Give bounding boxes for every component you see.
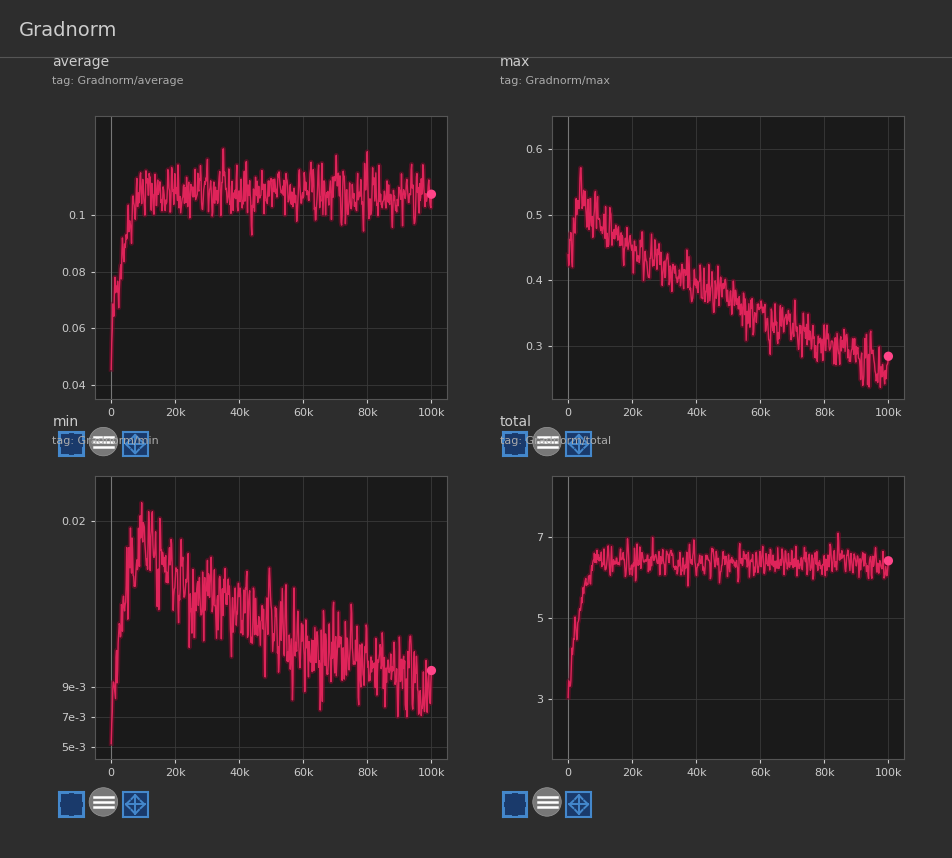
- Text: average: average: [52, 55, 109, 69]
- Text: max: max: [500, 55, 530, 69]
- Text: tag: Gradnorm/total: tag: Gradnorm/total: [500, 436, 611, 446]
- Text: tag: Gradnorm/min: tag: Gradnorm/min: [52, 436, 159, 446]
- Point: [424, 663, 439, 677]
- Text: tag: Gradnorm/average: tag: Gradnorm/average: [52, 76, 184, 86]
- Text: Gradnorm: Gradnorm: [19, 21, 117, 40]
- Text: min: min: [52, 415, 78, 429]
- Circle shape: [89, 788, 118, 816]
- Text: total: total: [500, 415, 532, 429]
- Point: [881, 554, 896, 568]
- Circle shape: [533, 427, 562, 456]
- Point: [424, 187, 439, 201]
- Circle shape: [533, 788, 562, 816]
- Circle shape: [89, 427, 118, 456]
- Text: tag: Gradnorm/max: tag: Gradnorm/max: [500, 76, 610, 86]
- Point: [881, 349, 896, 363]
